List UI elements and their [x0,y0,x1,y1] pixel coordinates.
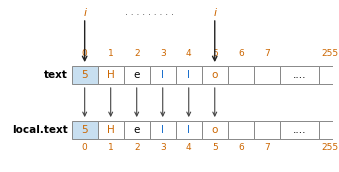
Bar [124,66,150,84]
Text: . . . . . . . . .: . . . . . . . . . [125,8,174,17]
Text: 255: 255 [321,49,338,58]
Text: 4: 4 [186,49,192,58]
Text: 1: 1 [108,49,114,58]
Text: H: H [107,70,115,80]
Text: l: l [187,125,190,135]
Text: 255: 255 [321,143,338,152]
Text: ....: .... [293,125,306,135]
Text: H: H [107,125,115,135]
Text: 5: 5 [81,125,88,135]
Bar [280,66,319,84]
Text: 3: 3 [160,49,165,58]
Text: e: e [134,70,140,80]
Bar [98,121,124,139]
Text: o: o [212,125,218,135]
Text: 6: 6 [238,49,244,58]
Text: 0: 0 [82,143,87,152]
Text: 5: 5 [212,49,218,58]
Bar [176,66,202,84]
Text: 5: 5 [212,143,218,152]
Bar [254,121,280,139]
Bar [150,66,176,84]
Bar [280,121,319,139]
Text: text: text [44,70,68,80]
Bar [150,121,176,139]
Bar [202,121,228,139]
Text: 7: 7 [264,49,270,58]
Text: local.text: local.text [12,125,68,135]
Text: ....: .... [293,70,306,80]
Text: i: i [83,8,86,18]
Bar [72,66,98,84]
Text: l: l [187,70,190,80]
Text: l: l [161,125,164,135]
Text: 3: 3 [160,143,165,152]
Bar [254,66,280,84]
Text: 5: 5 [81,70,88,80]
Bar [228,66,254,84]
Bar [319,66,339,84]
Text: l: l [161,70,164,80]
Bar [228,121,254,139]
Bar [98,66,124,84]
Text: e: e [134,125,140,135]
Text: o: o [212,70,218,80]
Bar [72,121,98,139]
Text: 0: 0 [82,49,87,58]
Bar [124,121,150,139]
Text: 2: 2 [134,49,140,58]
Text: i: i [213,8,216,18]
Text: 7: 7 [264,143,270,152]
Bar [176,121,202,139]
Bar [202,66,228,84]
Text: 6: 6 [238,143,244,152]
Text: 2: 2 [134,143,140,152]
Text: 1: 1 [108,143,114,152]
Text: 4: 4 [186,143,192,152]
Bar [319,121,339,139]
